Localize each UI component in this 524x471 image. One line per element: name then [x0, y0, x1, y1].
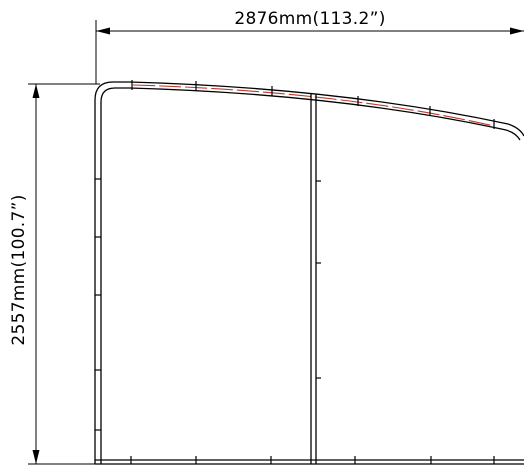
roof-joints [131, 80, 495, 129]
width-dimension: 2876mm(113.2”) [95, 9, 524, 84]
left-post-ticks [95, 178, 101, 431]
bottom-rail-ticks [130, 456, 495, 464]
frame-outer-profile [94, 81, 524, 464]
center-post-ticks [316, 180, 321, 379]
height-arrowhead-bottom [32, 450, 40, 464]
height-arrowhead-top [32, 84, 40, 98]
height-dimension-label: 2557mm(100.7”) [9, 194, 29, 345]
width-arrowhead-right [510, 27, 524, 35]
width-dimension-label: 2876mm(113.2”) [234, 9, 385, 29]
height-dimension: 2557mm(100.7”) [9, 83, 100, 465]
roof-panel-seam [132, 84, 495, 127]
structure-frame [94, 80, 524, 465]
frame-inner-profile [100, 87, 521, 464]
width-arrowhead-left [96, 27, 110, 35]
